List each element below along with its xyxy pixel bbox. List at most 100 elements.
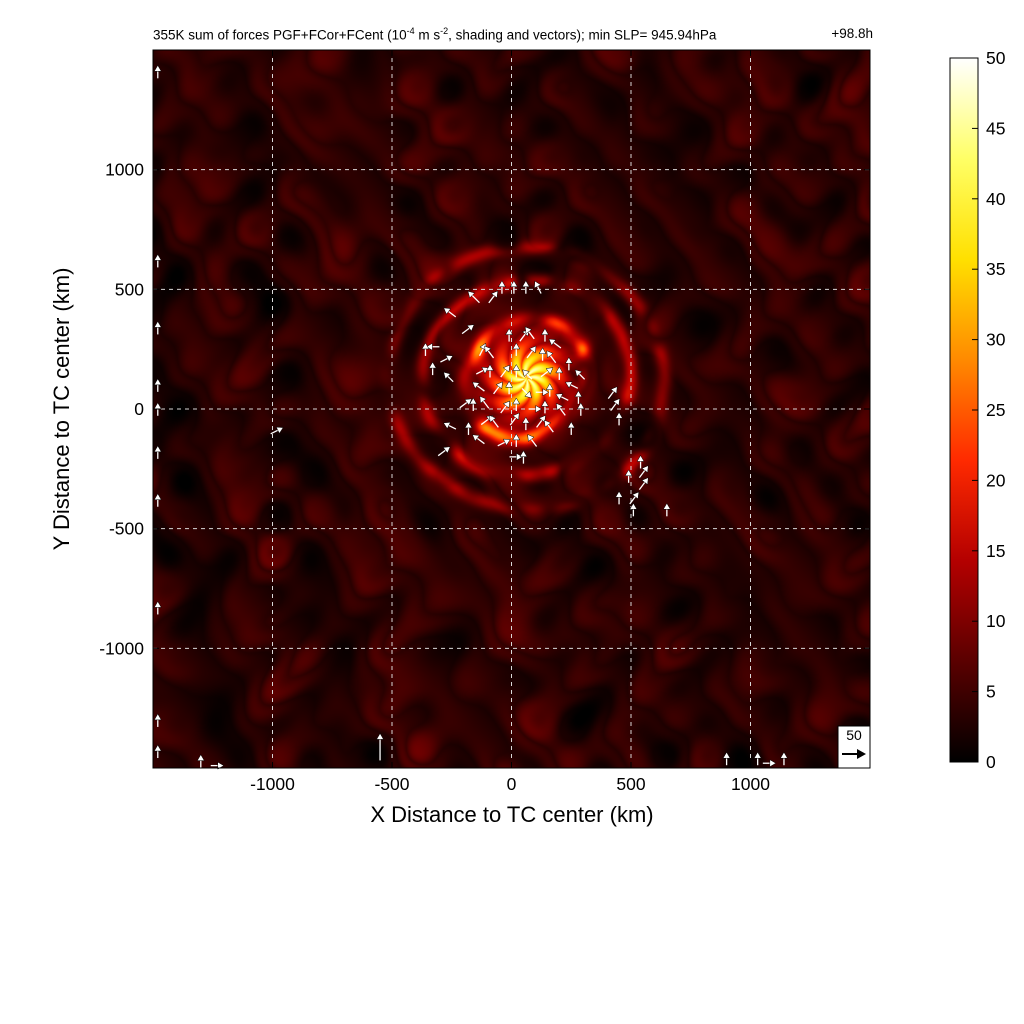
force-vector-head xyxy=(529,345,537,354)
y-tick-label: 1000 xyxy=(105,160,144,180)
force-vector xyxy=(541,399,549,414)
force-vector xyxy=(509,412,520,426)
force-vector xyxy=(574,390,583,404)
force-vector xyxy=(636,454,645,469)
force-vector xyxy=(497,438,511,447)
force-vector xyxy=(555,402,566,416)
force-vector xyxy=(509,452,523,461)
force-vector xyxy=(153,64,162,79)
force-vector xyxy=(519,450,528,464)
force-vector-head xyxy=(538,347,547,354)
force-vector-head xyxy=(153,253,162,261)
reference-vector-key: 50 xyxy=(837,725,871,769)
force-vector xyxy=(421,342,430,356)
force-vector xyxy=(443,371,454,383)
force-vector xyxy=(493,381,503,395)
force-vector xyxy=(467,290,480,304)
force-vector-head xyxy=(522,369,530,377)
colorbar-tick-label: 5 xyxy=(986,682,996,702)
force-vector-head xyxy=(544,419,552,428)
y-axis-label: Y Distance to TC center (km) xyxy=(49,268,74,551)
force-vector xyxy=(555,393,569,401)
force-vector xyxy=(509,280,518,294)
force-vector xyxy=(536,414,546,428)
colorbar-tick-label: 35 xyxy=(986,259,1005,279)
colorbar-tick-label: 30 xyxy=(986,330,1006,350)
heatmap-raster-holder xyxy=(153,50,870,768)
force-vector-head xyxy=(479,395,487,404)
force-vector xyxy=(638,477,649,490)
force-vector-head xyxy=(534,280,542,289)
force-vector xyxy=(512,342,521,356)
forecast-time-label: +98.8h xyxy=(831,26,873,41)
y-tick-label: 500 xyxy=(115,279,144,299)
force-vector xyxy=(153,253,162,268)
force-vector-head xyxy=(464,421,473,429)
force-vector-head xyxy=(502,438,511,446)
force-vector xyxy=(555,366,564,380)
colorbar-tick-label: 40 xyxy=(986,189,1006,209)
colorbar-tick-label: 20 xyxy=(986,470,1006,490)
force-vector xyxy=(153,320,162,335)
force-vector-head xyxy=(521,416,530,424)
force-vector-head xyxy=(153,713,162,721)
force-vector-head xyxy=(153,445,162,453)
force-vector-head xyxy=(467,290,476,299)
force-vector-head xyxy=(615,490,623,498)
force-vector-head xyxy=(443,371,451,380)
force-vector-head xyxy=(542,388,550,397)
force-vector xyxy=(210,761,225,770)
colorbar-ticks: 0 5 10 15 20 25 30 35 40 45 50 xyxy=(972,48,1006,772)
force-vector-head xyxy=(555,366,564,374)
force-vector-head xyxy=(615,411,623,419)
force-vector xyxy=(629,502,638,517)
force-vector-head xyxy=(780,751,788,759)
force-vector xyxy=(722,751,731,766)
chart-title: 355K sum of forces PGF+FCor+FCent (10-4 … xyxy=(153,26,873,46)
force-vector xyxy=(544,419,554,433)
force-vector xyxy=(564,381,579,389)
force-vector-head xyxy=(564,381,573,389)
colorbar-tick-label: 45 xyxy=(986,118,1005,138)
force-vector-head xyxy=(538,414,546,423)
colorbar-tick-label: 0 xyxy=(986,752,996,772)
force-vector-head xyxy=(610,386,618,394)
force-vector xyxy=(527,434,538,447)
x-tick-label: 500 xyxy=(616,774,645,794)
force-vector-head xyxy=(641,477,649,485)
force-vector xyxy=(479,395,490,409)
force-vector-head xyxy=(548,338,557,346)
force-vector xyxy=(443,307,457,318)
force-vector-head xyxy=(421,342,430,350)
force-vector-head xyxy=(629,502,638,510)
force-vector-head xyxy=(466,324,475,332)
reference-vector-arrowhead xyxy=(857,749,866,759)
colorbar-tick-label: 50 xyxy=(986,48,1006,68)
force-vector-head xyxy=(498,280,506,287)
force-vector xyxy=(464,421,473,435)
force-vector xyxy=(153,744,162,759)
force-vector xyxy=(486,363,494,378)
force-vector xyxy=(638,465,649,479)
force-vector xyxy=(484,345,495,359)
force-vector xyxy=(521,387,532,399)
force-vector xyxy=(153,378,162,392)
force-vector-head xyxy=(512,433,521,441)
force-vector-head xyxy=(153,378,162,386)
force-vector xyxy=(524,326,535,340)
heatmap-raster xyxy=(153,50,870,768)
reference-vector-box xyxy=(837,725,871,769)
force-vector xyxy=(541,328,549,342)
force-vector xyxy=(437,446,451,457)
force-vector-head xyxy=(153,64,162,72)
force-vector xyxy=(528,405,543,413)
force-vector-head xyxy=(484,345,492,354)
force-vector-head xyxy=(217,761,225,770)
force-vector-head xyxy=(612,398,620,406)
force-vector xyxy=(459,398,473,409)
force-vector xyxy=(576,402,585,416)
force-vector-head xyxy=(521,280,530,287)
force-vector xyxy=(521,416,530,431)
force-vector-head xyxy=(490,290,499,299)
